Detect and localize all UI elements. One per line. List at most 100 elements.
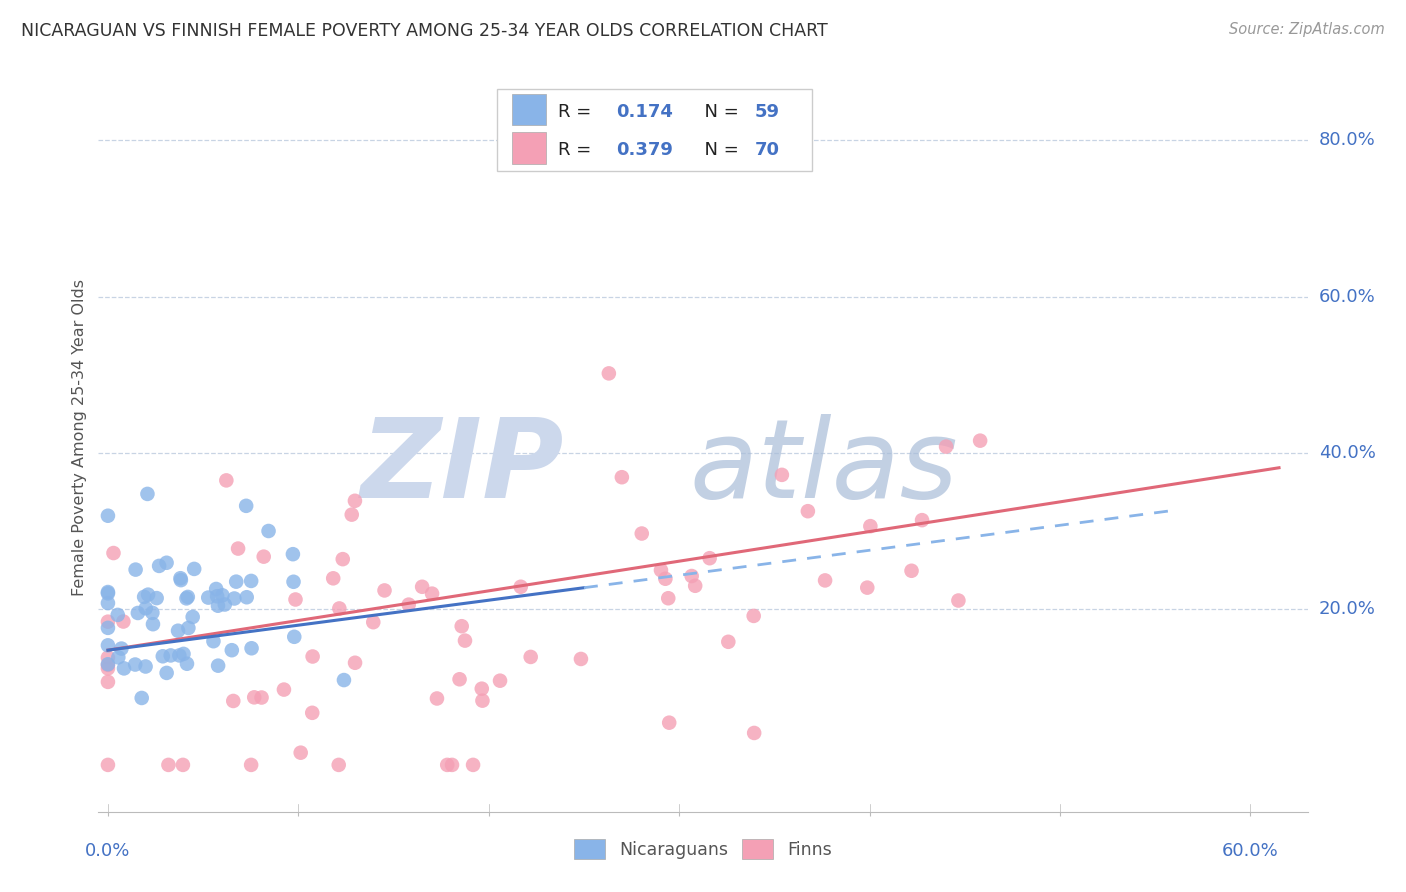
- Point: [205, 589, 228, 603]
- Point: [273, 682, 295, 697]
- Point: [169, 571, 191, 585]
- Point: [112, 615, 135, 629]
- Point: [127, 606, 149, 620]
- Point: [197, 591, 219, 605]
- Text: atlas: atlas: [689, 414, 959, 521]
- Point: [97, 657, 120, 672]
- Point: [97, 674, 120, 689]
- Point: [97, 615, 120, 629]
- Point: [172, 758, 194, 772]
- Point: [103, 546, 125, 560]
- Point: [281, 547, 304, 561]
- Point: [322, 571, 344, 585]
- Point: [97, 638, 120, 652]
- Point: [240, 641, 263, 656]
- Point: [509, 580, 531, 594]
- Point: [97, 585, 120, 599]
- Point: [183, 562, 205, 576]
- Point: [344, 656, 367, 670]
- Point: [240, 758, 263, 772]
- Point: [449, 673, 471, 687]
- Text: Source: ZipAtlas.com: Source: ZipAtlas.com: [1229, 22, 1385, 37]
- Point: [717, 635, 740, 649]
- Point: [569, 652, 592, 666]
- Point: [283, 630, 305, 644]
- Point: [136, 588, 159, 602]
- Point: [136, 487, 159, 501]
- Point: [97, 661, 120, 675]
- Point: [340, 508, 363, 522]
- Point: [112, 661, 135, 675]
- Point: [145, 591, 167, 606]
- Point: [226, 541, 249, 556]
- Point: [235, 499, 257, 513]
- Point: [155, 556, 177, 570]
- Point: [814, 574, 837, 588]
- Point: [948, 593, 970, 607]
- Point: [107, 607, 129, 622]
- Point: [148, 558, 170, 573]
- Point: [97, 508, 120, 523]
- Point: [650, 563, 672, 577]
- Text: 59: 59: [755, 103, 780, 120]
- Point: [598, 367, 620, 381]
- Text: 80.0%: 80.0%: [1319, 131, 1375, 150]
- Point: [243, 690, 266, 705]
- Point: [135, 659, 157, 673]
- Point: [124, 657, 146, 672]
- Point: [742, 608, 765, 623]
- Text: 0.0%: 0.0%: [86, 842, 131, 860]
- Point: [253, 549, 276, 564]
- Point: [935, 440, 957, 454]
- Point: [301, 706, 323, 720]
- Point: [97, 650, 120, 665]
- Point: [440, 758, 463, 772]
- Text: R =: R =: [558, 142, 598, 160]
- Point: [211, 588, 233, 602]
- Point: [471, 693, 494, 707]
- Point: [142, 617, 165, 632]
- Text: 0.379: 0.379: [616, 142, 673, 160]
- Point: [97, 586, 120, 600]
- Point: [177, 621, 200, 635]
- Point: [240, 574, 263, 588]
- Point: [328, 601, 350, 615]
- Point: [436, 758, 458, 772]
- Point: [461, 758, 484, 772]
- Point: [107, 650, 129, 665]
- Point: [207, 599, 229, 613]
- Point: [134, 590, 156, 604]
- Point: [398, 598, 420, 612]
- Point: [900, 564, 922, 578]
- Point: [221, 643, 243, 657]
- Point: [97, 758, 120, 772]
- Point: [214, 598, 236, 612]
- Point: [170, 573, 193, 587]
- Point: [222, 694, 245, 708]
- Point: [630, 526, 652, 541]
- Point: [489, 673, 512, 688]
- Point: [454, 633, 477, 648]
- Point: [742, 726, 765, 740]
- Text: R =: R =: [558, 103, 598, 120]
- Point: [176, 657, 198, 671]
- Point: [681, 569, 703, 583]
- Point: [97, 657, 120, 672]
- Point: [159, 648, 181, 663]
- Text: N =: N =: [693, 142, 745, 160]
- Point: [177, 590, 200, 604]
- Text: NICARAGUAN VS FINNISH FEMALE POVERTY AMONG 25-34 YEAR OLDS CORRELATION CHART: NICARAGUAN VS FINNISH FEMALE POVERTY AMO…: [21, 22, 828, 40]
- Point: [859, 519, 882, 533]
- Point: [610, 470, 633, 484]
- Text: N =: N =: [693, 103, 745, 120]
- Point: [152, 649, 174, 664]
- Point: [250, 690, 273, 705]
- Point: [176, 591, 198, 606]
- Point: [124, 563, 146, 577]
- Point: [257, 524, 280, 538]
- Point: [131, 690, 153, 705]
- Point: [420, 587, 443, 601]
- Point: [683, 579, 706, 593]
- Point: [911, 513, 934, 527]
- Point: [224, 591, 246, 606]
